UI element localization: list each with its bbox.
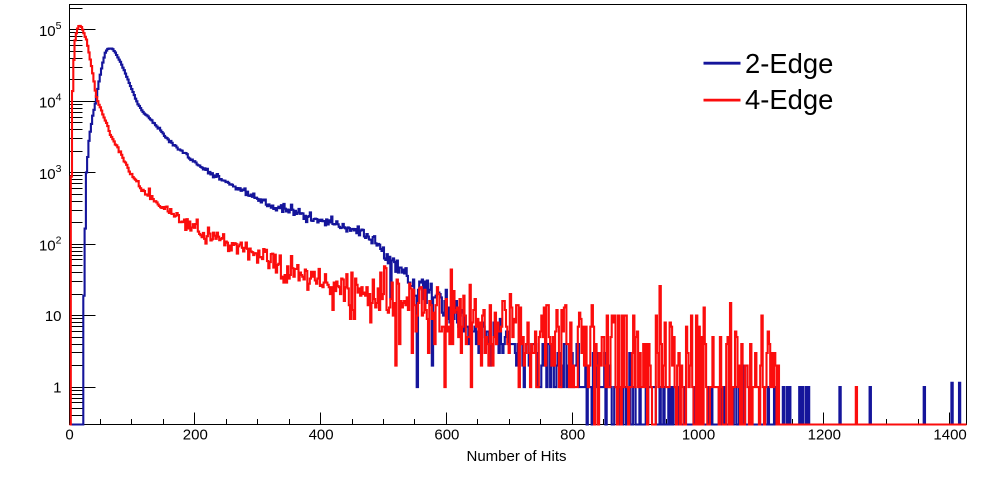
svg-text:200: 200: [183, 426, 208, 443]
svg-text:2-Edge: 2-Edge: [745, 48, 833, 79]
svg-text:1200: 1200: [808, 426, 841, 443]
svg-text:1: 1: [53, 380, 61, 397]
svg-text:1400: 1400: [933, 426, 966, 443]
svg-text:Number of Hits: Number of Hits: [466, 448, 566, 465]
svg-text:600: 600: [434, 426, 459, 443]
svg-text:800: 800: [560, 426, 585, 443]
svg-text:400: 400: [309, 426, 334, 443]
svg-text:0: 0: [65, 426, 73, 443]
svg-text:10: 10: [45, 308, 62, 325]
svg-text:1000: 1000: [682, 426, 715, 443]
svg-text:4-Edge: 4-Edge: [745, 84, 833, 115]
